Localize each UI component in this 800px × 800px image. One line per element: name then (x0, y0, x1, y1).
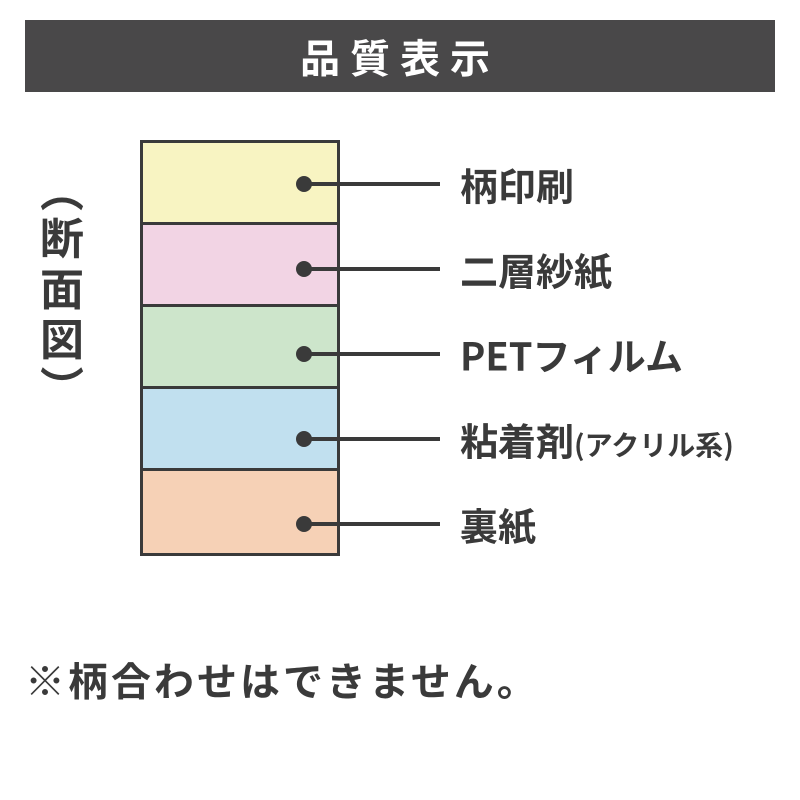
leader-line (304, 437, 440, 441)
leader-line (304, 352, 440, 356)
leader-line (304, 182, 440, 186)
header-title: 品質表示 (300, 27, 500, 85)
cross-section-diagram: （断面図） 柄印刷二層紗紙 PETフィルム粘着剤(アクリル系) 裏紙 (0, 120, 800, 620)
layer-label-text: 粘着剤 (460, 412, 574, 467)
layer-label-text: 二層紗紙 (460, 242, 612, 297)
side-label: （断面図） (40, 165, 84, 415)
layer-label-text: PETフィルム (460, 327, 683, 382)
layer-label-0: 柄印刷 (460, 157, 574, 212)
leader-line (304, 267, 440, 271)
layer-label-text: 裏紙 (460, 497, 536, 552)
layer-label-text: 柄印刷 (460, 157, 574, 212)
leader-line (304, 522, 440, 526)
layer-label-1: 二層紗紙 (460, 242, 612, 297)
footer-note: ※柄合わせはできません。 (25, 650, 540, 708)
layer-label-4: 裏紙 (460, 497, 536, 552)
layer-label-3: 粘着剤(アクリル系) (460, 412, 734, 467)
layer-sublabel-text: (アクリル系) (574, 425, 734, 465)
layer-4 (143, 471, 337, 553)
layer-3 (143, 389, 337, 471)
layer-label-2: PETフィルム (460, 327, 683, 382)
header-bar: 品質表示 (25, 20, 775, 92)
